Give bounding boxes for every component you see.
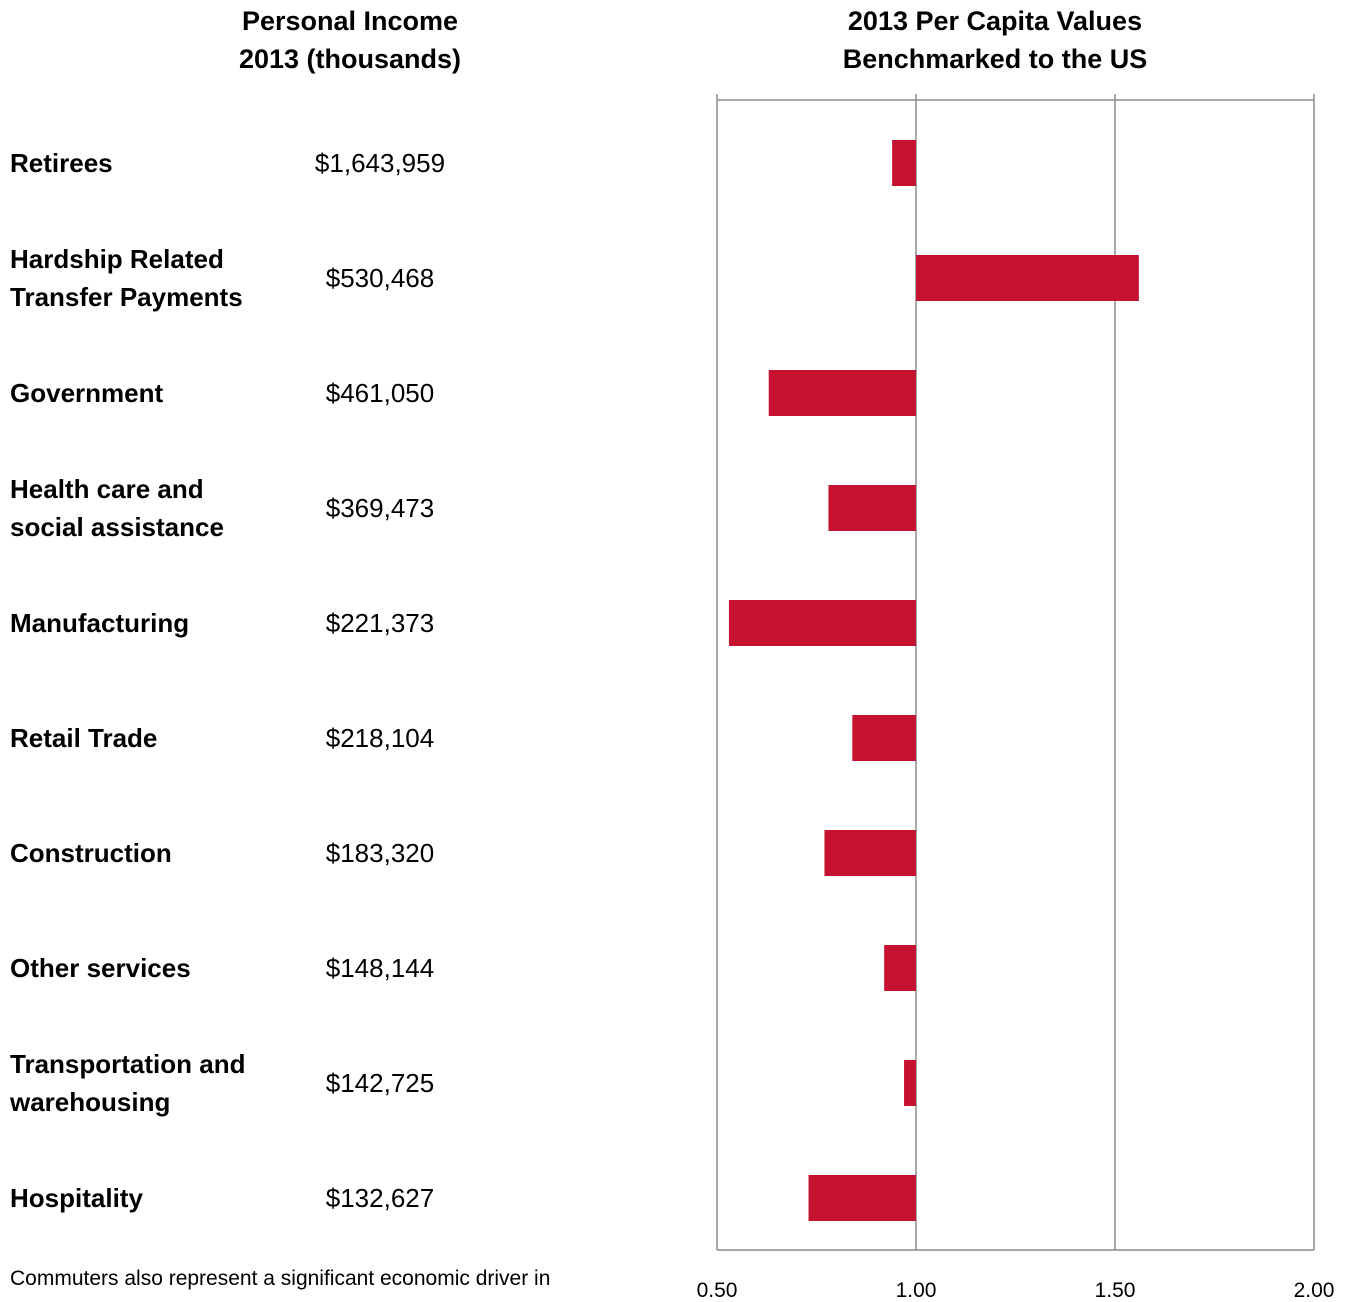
row-label: Retail Trade xyxy=(10,723,158,753)
row-income-value: $142,725 xyxy=(325,1068,435,1098)
row-income-value: $369,473 xyxy=(325,493,435,523)
row-income-value: $132,627 xyxy=(325,1183,435,1213)
bar xyxy=(828,485,916,531)
bar xyxy=(884,945,916,991)
x-tick-label: 0.50 xyxy=(697,1279,738,1302)
footer-text: Commuters also represent a significant e… xyxy=(10,1267,551,1290)
bar xyxy=(768,370,916,416)
row-label: Retirees xyxy=(10,148,113,178)
personal-income-header: Personal Income 2013 (thousands) xyxy=(238,6,462,74)
bar xyxy=(808,1175,916,1221)
row-label: Hospitality xyxy=(10,1183,143,1213)
row-income-value: $148,144 xyxy=(325,953,435,983)
chart-title: 2013 Per Capita Values Benchmarked to th… xyxy=(842,6,1148,74)
row-label: Construction xyxy=(10,838,172,868)
bar xyxy=(824,830,916,876)
bar xyxy=(904,1060,916,1106)
x-tick-label: 1.50 xyxy=(1095,1279,1136,1302)
bar xyxy=(852,715,916,761)
row-income-value: $1,643,959 xyxy=(314,148,446,178)
row-income-value: $530,468 xyxy=(325,263,435,293)
row-income-value: $221,373 xyxy=(325,608,435,638)
row-label: Hardship Related Transfer Payments xyxy=(10,244,243,312)
bar xyxy=(728,600,916,646)
row-label: Other services xyxy=(10,953,191,983)
x-tick-label: 1.00 xyxy=(896,1279,937,1302)
row-income-value: $218,104 xyxy=(325,723,435,753)
row-income-value: $183,320 xyxy=(325,838,435,868)
bar xyxy=(916,255,1139,301)
row-label: Transportation and warehousing xyxy=(10,1049,246,1117)
bar xyxy=(892,140,916,186)
row-income-value: $461,050 xyxy=(325,378,435,408)
row-label: Health care and social assistance xyxy=(10,474,224,542)
row-label: Government xyxy=(10,378,164,408)
row-label: Manufacturing xyxy=(10,608,190,638)
x-tick-label: 2.00 xyxy=(1294,1279,1335,1302)
